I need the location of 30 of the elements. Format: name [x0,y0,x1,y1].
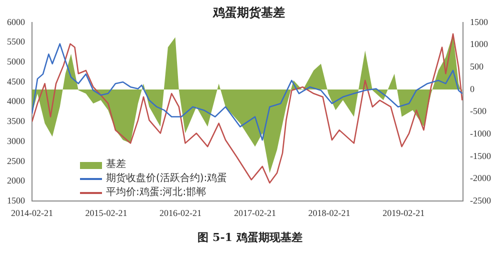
x-tick-label: 2014-02-21 [11,208,53,218]
y-tick-label: 6000 [7,16,26,27]
y-tick-label: 3000 [7,136,26,146]
y2-tick-label: -500 [470,106,487,116]
x-tick-label: 2015-02-21 [85,208,128,218]
chart-title: 鸡蛋期货基差 [212,5,285,20]
legend-label: 平均价:鸡蛋:河北:邯郸 [106,186,206,200]
y-tick-label: 2500 [7,156,26,166]
y-tick-label: 2000 [7,176,26,186]
y2-tick-label: -1000 [470,128,492,139]
legend-label: 期货收盘价(活跃合约):鸡蛋 [106,172,228,186]
caption: 图 5-1 鸡蛋期现基差 [196,230,304,245]
y2-tick-label: -2000 [470,173,492,184]
y-tick-label: 5500 [7,36,26,47]
y-tick-label: 4000 [7,96,26,106]
y2-tick-label: -2500 [470,196,492,206]
y2-tick-label: 500 [470,61,484,72]
legend-label: 基差 [106,158,126,172]
y-tick-label: 3500 [7,116,26,126]
y-tick-label: 5000 [7,56,26,66]
x-tick-label: 2017-02-21 [234,208,276,218]
y2-tick-label: 0 [470,84,476,94]
y-tick-label: 4500 [7,76,26,86]
x-tick-label: 2016-02-21 [160,208,202,218]
y2-tick-label: 1500 [470,16,489,27]
x-tick-label: 2019-02-21 [382,208,425,218]
y2-tick-label: 1000 [470,39,489,50]
x-tick-label: 2018-02-21 [308,208,350,218]
y2-tick-label: -1500 [470,150,492,161]
y-tick-label: 1500 [7,196,26,206]
